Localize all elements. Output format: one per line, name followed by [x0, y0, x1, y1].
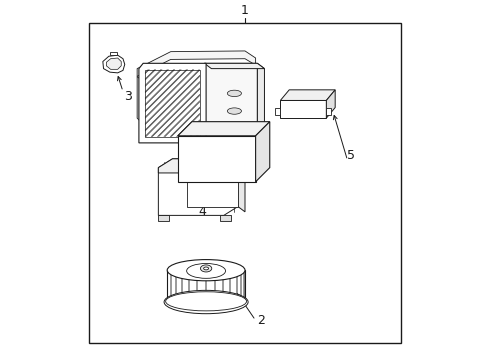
Polygon shape	[187, 159, 238, 207]
Ellipse shape	[227, 90, 242, 96]
Polygon shape	[256, 122, 270, 182]
Polygon shape	[137, 51, 256, 76]
Polygon shape	[204, 63, 257, 157]
Text: 1: 1	[241, 4, 249, 17]
Polygon shape	[238, 159, 245, 212]
Polygon shape	[158, 215, 169, 221]
Ellipse shape	[187, 264, 225, 278]
Polygon shape	[257, 63, 265, 152]
Polygon shape	[106, 58, 121, 69]
Polygon shape	[178, 136, 256, 182]
Bar	[89, 23, 401, 343]
Ellipse shape	[204, 267, 209, 270]
Polygon shape	[326, 108, 331, 114]
Text: 3: 3	[123, 90, 131, 103]
Polygon shape	[158, 159, 245, 173]
Polygon shape	[178, 122, 270, 136]
Polygon shape	[158, 159, 238, 215]
Polygon shape	[110, 51, 117, 55]
Ellipse shape	[227, 126, 242, 132]
Polygon shape	[275, 108, 280, 114]
Ellipse shape	[164, 291, 248, 314]
Text: 4: 4	[198, 205, 206, 219]
Ellipse shape	[167, 260, 245, 281]
Text: 5: 5	[347, 149, 355, 162]
Polygon shape	[204, 63, 265, 69]
Polygon shape	[220, 215, 231, 221]
Polygon shape	[137, 76, 144, 125]
Text: 2: 2	[257, 314, 265, 327]
Ellipse shape	[227, 108, 242, 114]
Polygon shape	[280, 100, 326, 118]
Polygon shape	[145, 70, 200, 136]
Polygon shape	[103, 55, 125, 73]
Polygon shape	[139, 63, 206, 143]
Polygon shape	[280, 90, 335, 100]
Polygon shape	[326, 90, 335, 118]
Ellipse shape	[200, 265, 212, 272]
